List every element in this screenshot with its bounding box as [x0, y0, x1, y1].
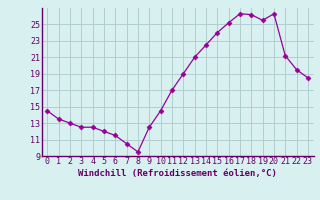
X-axis label: Windchill (Refroidissement éolien,°C): Windchill (Refroidissement éolien,°C) — [78, 169, 277, 178]
